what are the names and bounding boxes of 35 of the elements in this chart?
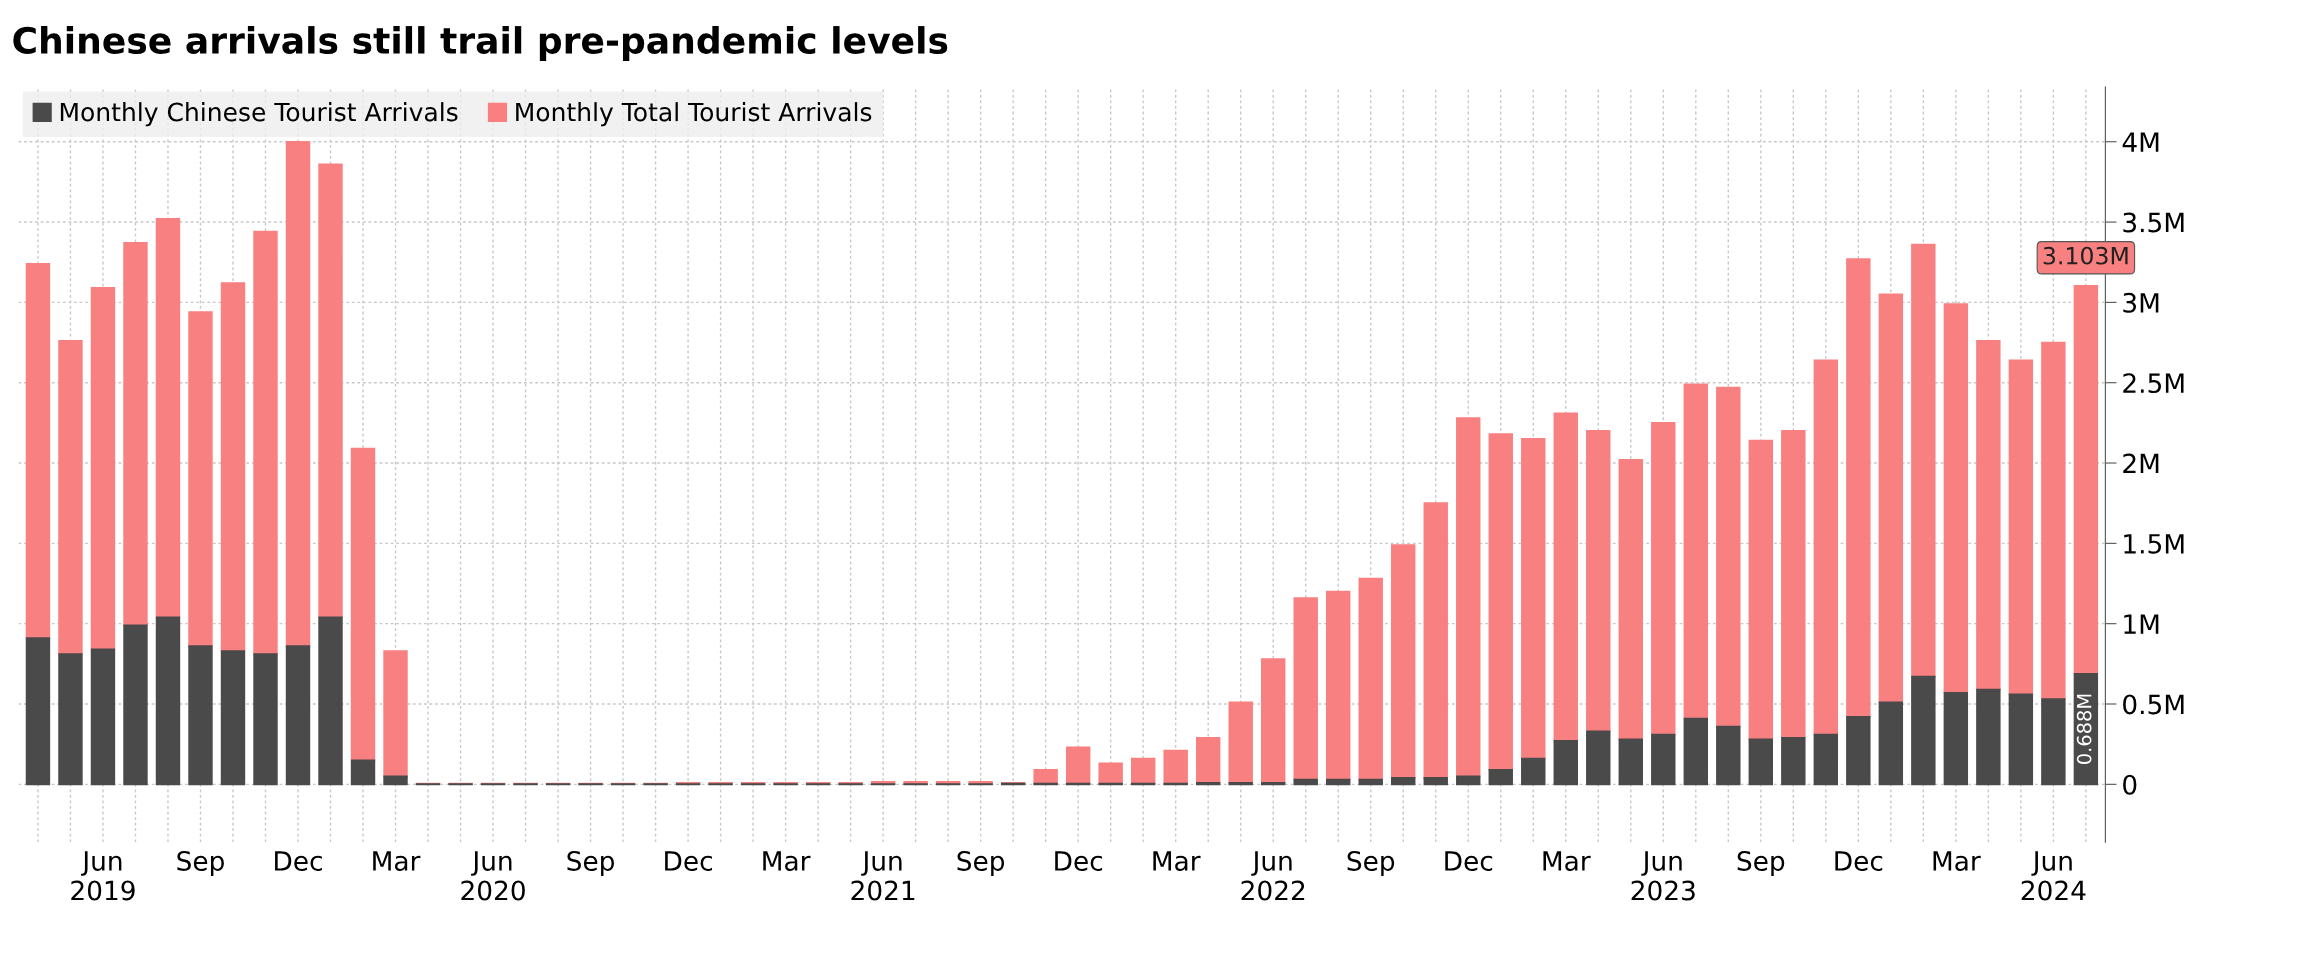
y-tick-label: 1.5M	[2124, 534, 2184, 554]
x-tick-label: Jun 2024	[2021, 851, 2086, 901]
x-tick-label: Jun 2020	[461, 851, 525, 901]
y-tick-label: 0	[2123, 774, 2137, 795]
y-tick-label: 3M	[2123, 292, 2159, 313]
x-tick-label: Mar	[373, 851, 421, 871]
legend-label: Monthly Chinese Tourist Arrivals	[60, 102, 458, 127]
x-tick-label: Mar	[1543, 851, 1591, 871]
y-tick-label: 2.5M	[2123, 373, 2184, 394]
y-tick-label: 2M	[2123, 453, 2159, 474]
data-label: 0.688M	[2076, 694, 2092, 764]
x-tick-label: Dec	[1055, 851, 1103, 871]
x-tick-label: Dec	[1835, 851, 1883, 871]
y-tick-label: 1M	[2124, 614, 2159, 634]
legend-label: Monthly Total Tourist Arrivals	[516, 102, 872, 127]
x-tick-label: Sep	[957, 850, 1005, 877]
x-tick-label: Sep	[1347, 850, 1395, 877]
x-tick-label: Jun 2022	[1241, 851, 1305, 901]
x-tick-label: Jun 2021	[851, 851, 915, 901]
y-tick-label: 0.5M	[2123, 694, 2184, 715]
y-tick-label: 4M	[2122, 132, 2159, 152]
x-tick-label: Mar	[1153, 851, 1201, 871]
x-tick-label: Dec	[275, 851, 322, 871]
x-tick-label: Sep	[177, 850, 224, 877]
x-tick-label: Sep	[1737, 850, 1785, 877]
x-tick-label: Sep	[567, 850, 614, 877]
chart-title: Chinese arrivals still trail pre-pandemic levels	[13, 26, 948, 62]
x-tick-label: Mar	[1933, 851, 1981, 871]
x-tick-label: Dec	[1445, 851, 1493, 871]
x-tick-label: Jun 2023	[1631, 851, 1695, 901]
x-tick-label: Dec	[665, 851, 712, 871]
x-tick-label: Mar	[763, 851, 811, 871]
y-tick-label: 3.5M	[2123, 212, 2184, 233]
total-label: 3.103M	[2043, 246, 2128, 265]
x-tick-label: Jun 2019	[71, 851, 135, 901]
